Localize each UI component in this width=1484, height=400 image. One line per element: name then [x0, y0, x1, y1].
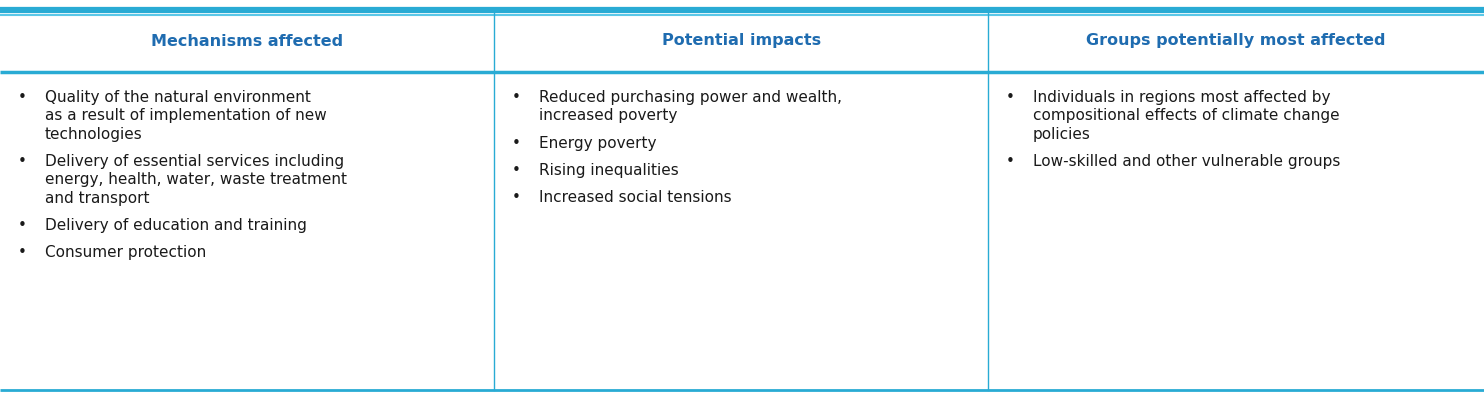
Text: •: •	[512, 90, 521, 105]
Text: Mechanisms affected: Mechanisms affected	[151, 34, 343, 48]
Text: Low-skilled and other vulnerable groups: Low-skilled and other vulnerable groups	[1033, 154, 1340, 169]
Text: •: •	[512, 136, 521, 151]
Text: •: •	[512, 190, 521, 205]
Text: •: •	[18, 245, 27, 260]
Text: Energy poverty: Energy poverty	[539, 136, 656, 151]
Text: •: •	[1006, 154, 1015, 169]
Text: Reduced purchasing power and wealth,: Reduced purchasing power and wealth,	[539, 90, 841, 105]
Text: and transport: and transport	[45, 191, 148, 206]
Text: Consumer protection: Consumer protection	[45, 245, 206, 260]
Text: Increased social tensions: Increased social tensions	[539, 190, 732, 205]
Text: Rising inequalities: Rising inequalities	[539, 163, 678, 178]
Text: •: •	[1006, 90, 1015, 105]
Text: Delivery of essential services including: Delivery of essential services including	[45, 154, 344, 169]
Text: •: •	[18, 154, 27, 169]
Text: policies: policies	[1033, 127, 1091, 142]
Text: •: •	[18, 218, 27, 233]
Text: technologies: technologies	[45, 127, 142, 142]
Text: increased poverty: increased poverty	[539, 108, 677, 124]
Text: energy, health, water, waste treatment: energy, health, water, waste treatment	[45, 172, 347, 188]
Text: Potential impacts: Potential impacts	[662, 34, 821, 48]
Text: compositional effects of climate change: compositional effects of climate change	[1033, 108, 1340, 124]
Text: as a result of implementation of new: as a result of implementation of new	[45, 108, 326, 124]
Text: Individuals in regions most affected by: Individuals in regions most affected by	[1033, 90, 1330, 105]
Text: •: •	[18, 90, 27, 105]
Text: Groups potentially most affected: Groups potentially most affected	[1086, 34, 1386, 48]
Text: •: •	[512, 163, 521, 178]
Text: Delivery of education and training: Delivery of education and training	[45, 218, 306, 233]
Text: Quality of the natural environment: Quality of the natural environment	[45, 90, 310, 105]
